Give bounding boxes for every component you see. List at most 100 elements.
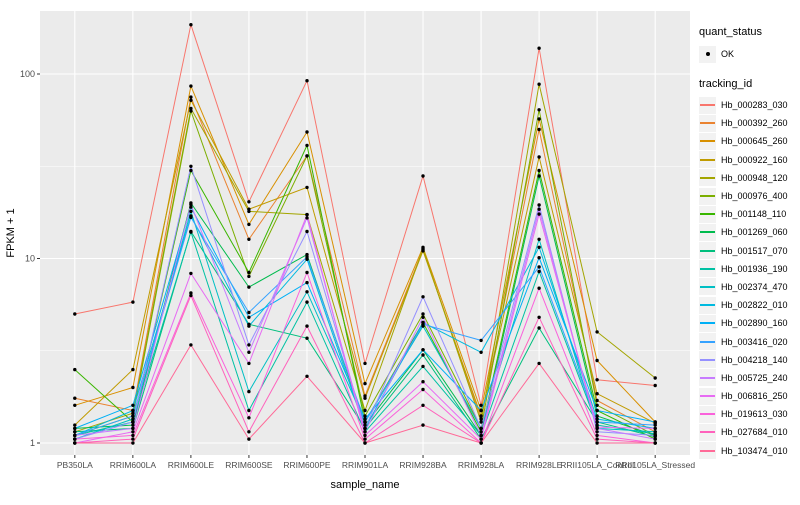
data-point[interactable] <box>73 433 77 438</box>
data-point[interactable] <box>653 383 657 388</box>
data-point[interactable] <box>595 378 599 382</box>
data-point[interactable] <box>189 23 193 27</box>
data-point[interactable] <box>189 230 193 234</box>
data-point[interactable] <box>595 403 599 407</box>
data-point[interactable] <box>247 270 251 275</box>
data-point[interactable] <box>363 441 367 445</box>
legend-item-tracking-id[interactable]: Hb_003416_020 <box>699 332 799 351</box>
data-point[interactable] <box>363 396 367 400</box>
data-point[interactable] <box>595 398 599 403</box>
data-point[interactable] <box>421 247 425 251</box>
data-point[interactable] <box>537 127 541 132</box>
data-point[interactable] <box>653 420 657 424</box>
data-point[interactable] <box>653 441 657 445</box>
legend-item-tracking-id[interactable]: Hb_000922_160 <box>699 151 799 169</box>
data-point[interactable] <box>421 364 425 369</box>
data-point[interactable] <box>131 403 135 407</box>
data-point[interactable] <box>421 353 425 357</box>
data-point[interactable] <box>131 426 135 431</box>
data-point[interactable] <box>363 430 367 434</box>
data-point[interactable] <box>305 154 309 158</box>
data-point[interactable] <box>479 350 483 354</box>
data-point[interactable] <box>73 312 77 316</box>
data-point[interactable] <box>595 430 599 434</box>
data-point[interactable] <box>247 310 251 315</box>
legend-item-tracking-id[interactable]: Hb_001148_110 <box>699 205 799 223</box>
data-point[interactable] <box>247 209 251 214</box>
data-point[interactable] <box>653 433 657 438</box>
data-point[interactable] <box>247 200 251 204</box>
data-point[interactable] <box>537 286 541 290</box>
legend-item-tracking-id[interactable]: Hb_002374_470 <box>699 278 799 296</box>
data-point[interactable] <box>305 324 309 328</box>
data-point[interactable] <box>189 109 193 113</box>
data-point[interactable] <box>189 95 193 99</box>
data-point[interactable] <box>131 300 135 304</box>
data-point[interactable] <box>305 130 309 134</box>
data-point[interactable] <box>131 430 135 434</box>
data-point[interactable] <box>421 174 425 178</box>
data-point[interactable] <box>73 437 77 441</box>
data-point[interactable] <box>537 315 541 319</box>
legend-item-tracking-id[interactable]: Hb_000948_120 <box>699 169 799 187</box>
data-point[interactable] <box>131 441 135 445</box>
data-point[interactable] <box>247 222 251 227</box>
data-point[interactable] <box>479 441 483 445</box>
data-point[interactable] <box>479 408 483 413</box>
data-point[interactable] <box>595 420 599 424</box>
legend-item-tracking-id[interactable]: Hb_000645_260 <box>699 132 799 150</box>
data-point[interactable] <box>537 212 541 216</box>
data-point[interactable] <box>479 420 483 424</box>
legend-item-tracking-id[interactable]: Hb_000283_030 <box>699 96 799 114</box>
data-point[interactable] <box>479 426 483 431</box>
data-point[interactable] <box>421 322 425 326</box>
data-point[interactable] <box>189 291 193 295</box>
data-point[interactable] <box>73 396 77 400</box>
data-point[interactable] <box>73 430 77 434</box>
legend-item-quant-ok[interactable]: OK <box>699 44 799 64</box>
data-point[interactable] <box>479 430 483 434</box>
data-point[interactable] <box>537 46 541 50</box>
data-point[interactable] <box>305 185 309 190</box>
legend-item-tracking-id[interactable]: Hb_103474_010 <box>699 442 799 460</box>
data-point[interactable] <box>73 423 77 427</box>
legend-item-tracking-id[interactable]: Hb_000976_400 <box>699 187 799 205</box>
data-point[interactable] <box>247 350 251 354</box>
data-point[interactable] <box>247 315 251 319</box>
data-point[interactable] <box>537 82 541 86</box>
data-point[interactable] <box>305 290 309 294</box>
data-point[interactable] <box>595 437 599 441</box>
data-point[interactable] <box>131 420 135 424</box>
data-point[interactable] <box>247 274 251 279</box>
data-point[interactable] <box>131 437 135 441</box>
data-point[interactable] <box>305 336 309 340</box>
data-point[interactable] <box>189 209 193 214</box>
data-point[interactable] <box>189 98 193 103</box>
data-point[interactable] <box>421 380 425 384</box>
data-point[interactable] <box>537 361 541 366</box>
data-point[interactable] <box>131 423 135 427</box>
data-point[interactable] <box>363 423 367 427</box>
data-point[interactable] <box>537 174 541 178</box>
data-point[interactable] <box>537 269 541 274</box>
data-point[interactable] <box>537 245 541 249</box>
legend-item-tracking-id[interactable]: Hb_001936_190 <box>699 260 799 278</box>
data-point[interactable] <box>189 205 193 209</box>
data-point[interactable] <box>653 423 657 427</box>
data-point[interactable] <box>131 433 135 438</box>
data-point[interactable] <box>189 293 193 298</box>
data-point[interactable] <box>189 343 193 347</box>
legend-item-tracking-id[interactable]: Hb_001269_060 <box>699 223 799 241</box>
data-point[interactable] <box>131 417 135 421</box>
data-point[interactable] <box>189 106 193 111</box>
data-point[interactable] <box>247 408 251 413</box>
data-point[interactable] <box>537 168 541 173</box>
data-point[interactable] <box>537 256 541 260</box>
data-point[interactable] <box>73 367 77 372</box>
data-point[interactable] <box>595 408 599 413</box>
legend-item-tracking-id[interactable]: Hb_002822_010 <box>699 296 799 314</box>
legend-item-tracking-id[interactable]: Hb_004218_140 <box>699 351 799 369</box>
data-point[interactable] <box>421 348 425 352</box>
data-point[interactable] <box>363 426 367 431</box>
data-point[interactable] <box>131 385 135 390</box>
